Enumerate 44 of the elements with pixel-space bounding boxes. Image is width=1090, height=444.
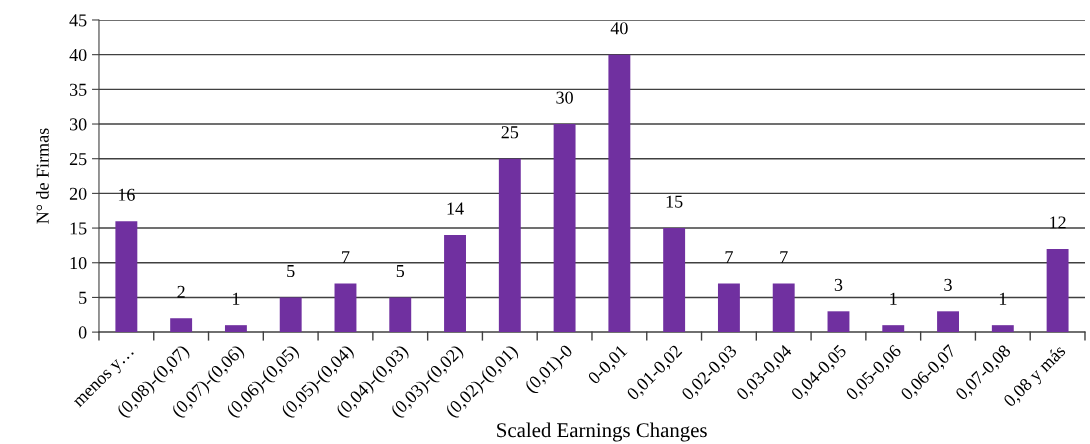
bar xyxy=(444,235,466,333)
y-tick-label: 25 xyxy=(69,153,87,166)
bar xyxy=(991,325,1014,333)
x-axis-title: Scaled Earnings Changes xyxy=(497,422,707,442)
bar xyxy=(882,325,905,333)
data-label: 7 xyxy=(725,251,733,264)
bar xyxy=(937,311,959,333)
bar xyxy=(827,311,850,333)
bar xyxy=(224,325,247,333)
bar xyxy=(498,158,521,333)
data-label: 15 xyxy=(666,195,683,208)
bar xyxy=(389,297,412,333)
bar xyxy=(1046,248,1069,333)
bar xyxy=(553,124,576,333)
bar xyxy=(115,221,138,333)
y-tick-label: 15 xyxy=(70,222,87,235)
data-label: 2 xyxy=(177,285,185,298)
y-tick-label: 30 xyxy=(69,118,87,131)
data-label: 12 xyxy=(1050,216,1066,229)
y-tick-label: 0 xyxy=(78,326,87,339)
data-label: 5 xyxy=(396,265,405,278)
y-tick-label: 40 xyxy=(69,48,87,62)
y-tick-label: 45 xyxy=(69,14,87,27)
bar xyxy=(279,297,302,333)
bar xyxy=(717,283,740,333)
y-tick-label: 35 xyxy=(69,83,87,96)
bar xyxy=(334,283,357,333)
bar xyxy=(772,283,795,333)
data-label: 7 xyxy=(342,251,350,264)
data-label: 5 xyxy=(287,265,295,278)
bar xyxy=(663,228,686,333)
data-label: 40 xyxy=(610,22,628,35)
y-tick-label: 10 xyxy=(70,257,87,270)
data-label: 14 xyxy=(447,202,464,215)
data-label: 25 xyxy=(501,126,519,139)
bar xyxy=(170,318,193,333)
y-axis-title: N° de Firmas xyxy=(36,128,49,224)
data-label: 30 xyxy=(556,91,573,104)
data-label: 3 xyxy=(834,278,843,291)
data-label: 7 xyxy=(780,251,788,264)
y-tick-label: 20 xyxy=(69,187,87,200)
data-label: 3 xyxy=(944,278,952,291)
bar xyxy=(608,54,631,333)
y-tick-label: 5 xyxy=(79,291,87,304)
